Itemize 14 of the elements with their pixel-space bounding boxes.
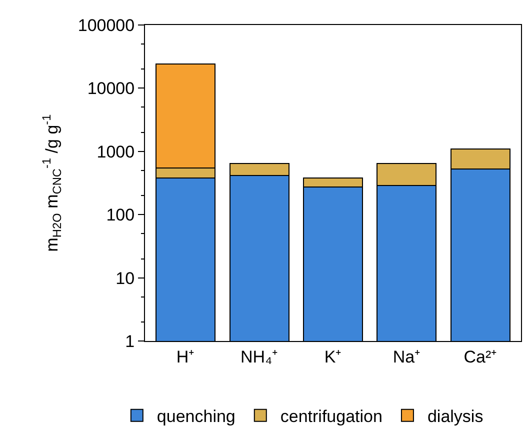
y-tick-label: 100000 bbox=[78, 16, 135, 35]
legend-label: dialysis bbox=[427, 407, 484, 426]
y-tick-label: 10 bbox=[116, 268, 135, 288]
y-tick-label: 100 bbox=[106, 206, 135, 225]
y-tick-label: 10000 bbox=[87, 79, 135, 98]
legend-label: quenching bbox=[156, 407, 236, 426]
x-tick-label: H⁺ bbox=[176, 347, 195, 366]
x-tick-label: NH₄⁺ bbox=[240, 347, 278, 366]
legend-label: centrifugation bbox=[280, 407, 382, 426]
y-tick-label: 1 bbox=[125, 332, 135, 351]
y-tick-label: 1000 bbox=[96, 142, 135, 162]
x-tick-label: Na⁺ bbox=[392, 347, 421, 366]
x-tick-label: Ca²⁺ bbox=[464, 347, 498, 366]
x-tick-label: K⁺ bbox=[324, 347, 342, 366]
